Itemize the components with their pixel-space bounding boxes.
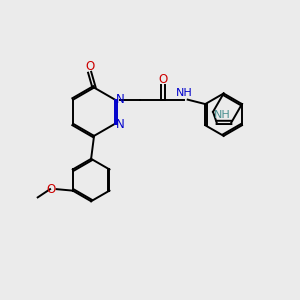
Text: NH: NH (214, 110, 231, 120)
Text: O: O (158, 73, 168, 86)
Text: NH: NH (176, 88, 193, 98)
Text: N: N (116, 93, 124, 106)
Text: O: O (85, 61, 94, 74)
Text: O: O (46, 183, 56, 196)
Text: N: N (116, 118, 124, 131)
